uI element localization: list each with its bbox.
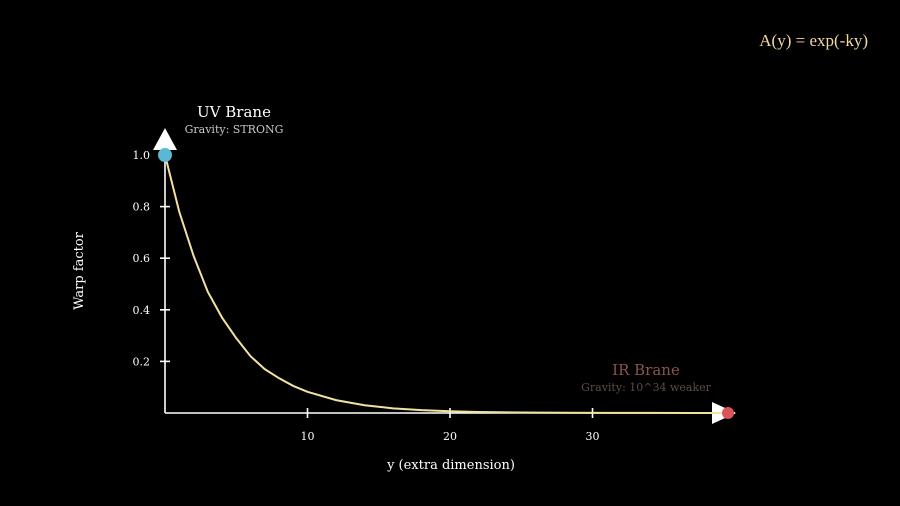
y-tick-label: 0.2 bbox=[133, 355, 151, 368]
uv-brane-gravity-label: Gravity: STRONG bbox=[185, 123, 284, 136]
x-tick-label: 30 bbox=[586, 430, 600, 443]
ir-brane-gravity-label: Gravity: 10^34 weaker bbox=[581, 381, 712, 394]
series-line bbox=[164, 154, 736, 414]
y-tick-label: 0.6 bbox=[133, 252, 151, 265]
y-tick-label: 0.8 bbox=[133, 201, 151, 214]
x-tick-label: 20 bbox=[443, 430, 457, 443]
uv-brane-marker bbox=[158, 148, 172, 162]
ir-brane-marker bbox=[722, 407, 734, 419]
y-axis-arrow-icon bbox=[153, 128, 177, 150]
x-ticks: 10 20 30 bbox=[301, 408, 600, 443]
x-tick-label: 10 bbox=[301, 430, 315, 443]
y-tick-label: 0.4 bbox=[133, 304, 151, 317]
y-axis-label: Warp factor bbox=[72, 231, 87, 310]
x-axis-label: y (extra dimension) bbox=[386, 458, 515, 473]
ir-brane-label: IR Brane bbox=[612, 361, 680, 379]
formula-label: A(y) = exp(-ky) bbox=[759, 31, 868, 50]
y-ticks: 0.2 0.4 0.6 0.8 1.0 bbox=[133, 149, 170, 368]
y-tick-label: 1.0 bbox=[133, 149, 151, 162]
uv-brane-label: UV Brane bbox=[197, 103, 271, 121]
